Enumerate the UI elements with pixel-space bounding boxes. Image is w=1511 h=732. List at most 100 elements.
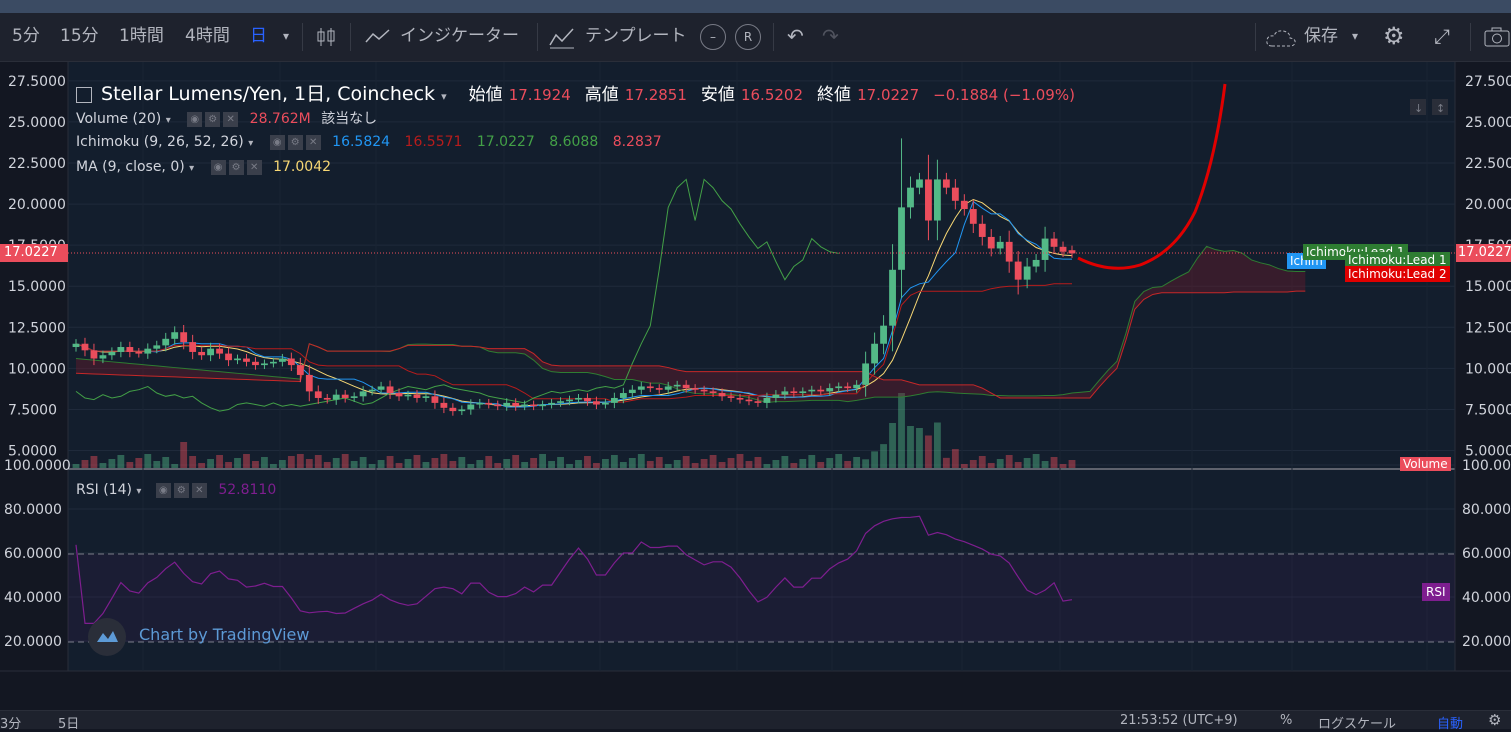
gear-icon[interactable]: ⚙ — [1488, 711, 1502, 729]
redo-icon[interactable]: ↷ — [822, 24, 839, 48]
interval-dropdown-icon[interactable]: ▾ — [283, 29, 290, 43]
gear-icon[interactable]: ⚙ — [173, 482, 189, 498]
templates-icon[interactable] — [549, 25, 575, 49]
templates-button[interactable]: テンプレート — [585, 26, 687, 46]
close-icon[interactable]: ✕ — [191, 482, 207, 498]
drawing-curve[interactable] — [1077, 83, 1227, 270]
volume-bar — [835, 454, 843, 468]
scroll-down-button[interactable] — [1410, 99, 1426, 115]
lead1-line — [75, 245, 1306, 403]
volume-na: 該当なし — [321, 111, 378, 127]
candle — [162, 338, 170, 346]
scroll-up-button[interactable] — [1432, 99, 1448, 115]
candle — [530, 404, 538, 407]
candle — [126, 347, 134, 352]
rsi-tick-left: 100.0000 — [4, 458, 71, 474]
volume-bar — [619, 462, 627, 468]
volume-bar — [144, 454, 152, 468]
interval-15m[interactable]: 15分 — [60, 26, 99, 46]
candle — [593, 401, 600, 405]
interval-5m[interactable]: 5分 — [12, 26, 40, 46]
volume-bar — [413, 455, 421, 468]
camera-icon[interactable] — [1484, 27, 1510, 47]
volume-bar — [1014, 462, 1022, 468]
template-minus-button[interactable]: – — [700, 24, 726, 50]
template-r-button[interactable]: R — [735, 24, 761, 50]
close-icon[interactable]: ✕ — [223, 111, 239, 127]
save-dropdown-icon[interactable]: ▾ — [1352, 29, 1359, 43]
close-icon[interactable]: ✕ — [246, 159, 262, 175]
volume-dropdown-icon[interactable]: ▾ — [165, 115, 171, 126]
volume-bar — [808, 455, 816, 468]
rsi-tick-right: 40.0000 — [1462, 590, 1511, 606]
percent-toggle[interactable]: % — [1280, 713, 1293, 728]
candle — [422, 396, 430, 398]
price-tick-right: 25.0000 — [1465, 115, 1511, 131]
chart-area[interactable]: 27.5000 27.5000 25.0000 25.0000 22.5000 22.50… — [0, 62, 1511, 682]
interval-4h[interactable]: 4時間 — [185, 26, 230, 46]
volume-bar — [987, 463, 995, 468]
indicators-icon[interactable] — [365, 27, 391, 47]
candle — [862, 363, 870, 385]
gear-icon[interactable]: ⚙ — [228, 159, 244, 175]
volume-bar — [296, 454, 304, 468]
kijun-line — [75, 283, 1072, 403]
price-tick-right: 12.5000 — [1465, 320, 1511, 336]
rsi-label[interactable]: RSI (14) — [76, 482, 132, 498]
ichimoku-dropdown-icon[interactable]: ▾ — [248, 138, 254, 149]
toolbar-separator — [350, 23, 351, 51]
price-tick-left: 10.0000 — [8, 361, 66, 377]
gear-icon[interactable]: ⚙ — [205, 111, 221, 127]
fullscreen-icon[interactable]: ⤢ — [1434, 24, 1450, 48]
indicators-button[interactable]: インジケーター — [400, 26, 519, 46]
symbol-dropdown-icon[interactable]: ▾ — [441, 90, 447, 103]
rsi-axis[interactable]: 100.0000 100.0000 80.0000 80.0000 60.0000 60.… — [4, 458, 1511, 650]
bottom-bar: 3分 5日 21:53:52 (UTC+9) % ログスケール 自動 ⚙ — [0, 710, 1511, 732]
lagging-line — [75, 178, 839, 412]
gear-icon[interactable]: ⚙ — [287, 134, 303, 150]
candle — [117, 347, 125, 352]
ma-dropdown-icon[interactable]: ▾ — [189, 163, 195, 174]
toolbar-separator — [1255, 23, 1256, 51]
close-icon[interactable]: ✕ — [305, 134, 321, 150]
ma-value: 17.0042 — [273, 159, 332, 175]
rsi-tick-right: 60.0000 — [1462, 546, 1511, 562]
save-button[interactable]: 保存 — [1304, 26, 1338, 46]
rsi-dropdown-icon[interactable]: ▾ — [136, 486, 142, 497]
collapse-icon[interactable] — [76, 86, 92, 103]
volume-label[interactable]: Volume (20) — [76, 111, 162, 127]
symbol-title[interactable]: Stellar Lumens/Yen, 1日, Coincheck — [101, 83, 436, 105]
candle — [332, 394, 340, 400]
eye-icon[interactable]: ◉ — [187, 111, 203, 127]
interval-1h[interactable]: 1時間 — [119, 26, 164, 46]
auto-scale-toggle[interactable]: 自動 — [1437, 717, 1464, 732]
cloud-icon[interactable] — [1265, 27, 1297, 49]
ichimoku-label[interactable]: Ichimoku (9, 26, 52, 26) — [76, 134, 244, 150]
interval-1d[interactable]: 日 — [250, 26, 267, 46]
candle — [314, 391, 322, 398]
candle — [1050, 238, 1058, 247]
volume-bar — [1041, 461, 1049, 468]
volume-bar — [386, 456, 394, 468]
candle — [144, 348, 152, 354]
candle — [619, 393, 627, 398]
gear-icon[interactable]: ⚙ — [1383, 22, 1405, 50]
range-3m[interactable]: 3分 — [0, 717, 22, 732]
volume-bar — [108, 459, 116, 468]
candlestick-type-icon[interactable] — [314, 25, 338, 49]
log-scale-toggle[interactable]: ログスケール — [1318, 717, 1397, 732]
price-tick-right: 15.0000 — [1465, 279, 1511, 295]
undo-icon[interactable]: ↶ — [787, 24, 804, 48]
ma-label[interactable]: MA (9, close, 0) — [76, 159, 185, 175]
eye-icon[interactable]: ◉ — [155, 482, 171, 498]
candle — [1059, 246, 1067, 252]
volume-bar — [261, 457, 268, 468]
high-value: 17.2851 — [624, 86, 687, 104]
eye-icon[interactable]: ◉ — [210, 159, 226, 175]
tradingview-logo-icon[interactable] — [88, 618, 126, 656]
range-5d[interactable]: 5日 — [58, 717, 80, 732]
tradingview-watermark[interactable]: Chart by TradingView — [139, 625, 310, 644]
candle — [261, 363, 268, 366]
volume-bar — [503, 459, 511, 468]
eye-icon[interactable]: ◉ — [269, 134, 285, 150]
